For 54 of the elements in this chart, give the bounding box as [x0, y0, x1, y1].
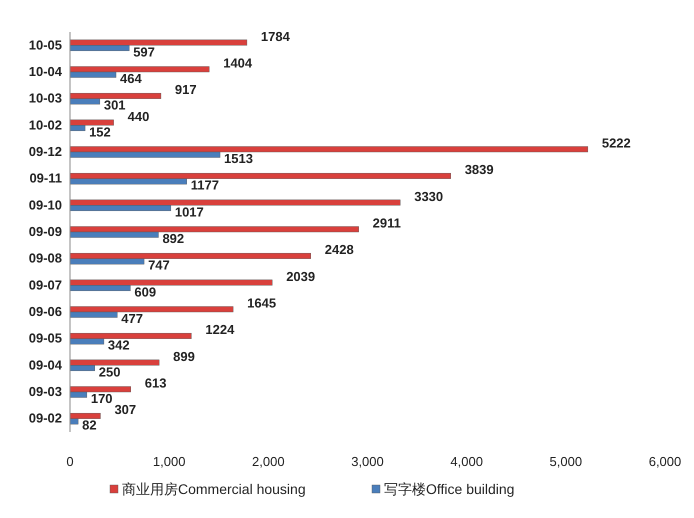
data-label: 892: [162, 231, 184, 246]
data-label: 464: [120, 71, 142, 86]
data-label: 477: [121, 311, 144, 326]
data-label: 3330: [414, 188, 444, 204]
x-tick-label: 6,000: [648, 454, 682, 469]
y-tick-label: 09-10: [28, 197, 62, 212]
data-label: 1404: [223, 56, 253, 70]
x-tick-label: 1,000: [152, 454, 186, 469]
data-label: 2039: [286, 268, 316, 284]
data-label: 613: [144, 376, 166, 390]
y-tick-label: 09-05: [28, 330, 62, 346]
y-tick-label: 09-08: [28, 250, 62, 266]
x-tick-label: 0: [66, 454, 74, 469]
data-label: 899: [173, 348, 195, 364]
y-tick-label: 10-03: [28, 90, 62, 106]
data-label: 1513: [224, 151, 253, 166]
y-tick-label: 09-02: [28, 410, 62, 426]
y-tick-label: 09-06: [28, 304, 62, 319]
y-tick-label: 09-09: [28, 224, 62, 239]
data-label: 747: [148, 258, 170, 273]
legend-label: 商业用房Commercial housing: [122, 481, 306, 497]
data-label: 1017: [174, 204, 204, 220]
x-tick-label: 3,000: [351, 454, 384, 469]
y-tick-label: 09-11: [29, 170, 62, 186]
y-tick-label: 10-04: [28, 64, 63, 79]
data-label: 307: [114, 402, 136, 418]
y-tick-label: 09-04: [28, 357, 63, 372]
data-label: 250: [98, 364, 120, 380]
data-label: 5222: [602, 136, 631, 150]
y-tick-label: 10-05: [28, 37, 62, 52]
data-label: 342: [108, 338, 130, 353]
data-label: 1177: [190, 178, 219, 193]
data-label: 82: [82, 418, 97, 433]
data-label: 170: [90, 391, 113, 406]
legend-label: 写字楼Office building: [384, 481, 514, 497]
data-label: 2428: [324, 242, 354, 258]
data-label: 1784: [260, 28, 291, 44]
x-tick-label: 5,000: [550, 454, 582, 469]
x-tick-label: 2,000: [252, 454, 285, 469]
data-label: 609: [134, 284, 156, 300]
x-tick-label: 4,000: [450, 454, 483, 469]
data-label: 597: [133, 44, 155, 60]
y-tick-label: 09-07: [28, 277, 62, 292]
y-tick-label: 10-02: [28, 117, 62, 132]
data-label: 152: [89, 124, 111, 140]
y-tick-label: 09-03: [28, 384, 62, 399]
y-tick-label: 09-12: [28, 144, 62, 159]
data-label: 2911: [372, 216, 401, 230]
data-label: 440: [128, 108, 150, 124]
data-label: 3839: [464, 162, 494, 178]
data-label: 1224: [205, 322, 236, 338]
data-label: 301: [104, 98, 126, 113]
data-label: 1645: [247, 296, 276, 310]
data-label: 917: [174, 82, 197, 98]
